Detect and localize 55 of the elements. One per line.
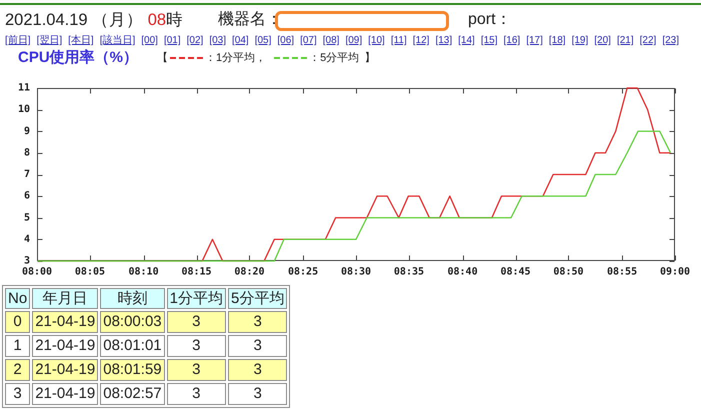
x-tick-label: 08:25	[288, 266, 318, 278]
text: 3	[192, 361, 200, 378]
x-tick-label: 08:20	[234, 266, 265, 278]
x-tick-label: 08:45	[500, 266, 531, 278]
chart-title: CPU使用率（%）	[18, 49, 138, 67]
text: [前日] [翌日] [本日] [該当日] [00] [01] [02] [03] [04] [05] [06] [07] [08] [09] [10] [11] [12] [13] [14] [15] [16] [17] [18] [19] [20] [21] [22] [23]	[5, 35, 679, 46]
text: 【	[157, 52, 168, 64]
x-tick-label: 09:00	[660, 266, 690, 278]
legend-label: 5分平均	[320, 52, 360, 64]
y-tick-label: 1	[13, 337, 22, 354]
y-tick-label: 10	[18, 104, 30, 116]
y-tick-label: 6	[24, 190, 30, 202]
text: 機器名：	[218, 11, 282, 29]
text: 21-04-19	[35, 385, 96, 402]
y-tick-label: 3	[13, 385, 22, 402]
text: ：	[205, 52, 216, 64]
x-tick-label: 08:00	[22, 266, 52, 278]
y-tick-label: 8	[24, 147, 30, 158]
y-tick-label: 3	[24, 256, 30, 267]
y-tick-label: 0	[13, 313, 22, 330]
x-tick-label: 年月日	[32, 288, 98, 309]
y-axis-title: No	[5, 288, 30, 309]
x-tick-label: 08:05	[74, 266, 106, 278]
y-tick-label: 2	[13, 361, 22, 378]
text: 3	[253, 313, 262, 330]
x-tick-label: 08:10	[128, 266, 159, 278]
text: 3	[253, 337, 262, 354]
text: 】	[364, 52, 376, 64]
text: ：	[309, 52, 320, 64]
x-tick-label: 08:30	[340, 266, 372, 278]
y-tick-label: 11	[18, 82, 30, 94]
y-tick-label: 9	[24, 126, 30, 137]
text: 3	[192, 337, 200, 354]
text: 08:01:01	[103, 337, 162, 354]
text: 2021.04.19 （月） 08時	[5, 11, 184, 30]
y-tick-label: 5	[24, 212, 30, 224]
text: 3	[192, 385, 200, 402]
text: 08:02:57	[103, 385, 162, 402]
text: port：	[468, 11, 512, 29]
y-tick-label: 4	[24, 234, 30, 245]
x-tick-label: 1分平均	[166, 288, 226, 309]
category-label: 3	[253, 385, 262, 402]
x-tick-label: 08:15	[181, 266, 212, 278]
x-tick-label: 08:55	[606, 266, 638, 278]
x-tick-label: 5分平均	[228, 288, 288, 309]
text: 21-04-19	[35, 337, 96, 354]
legend-label: 1分平均	[216, 52, 256, 64]
x-tick-label: 08:35	[394, 266, 424, 278]
text: 3	[253, 361, 262, 378]
x-tick-label: 08:40	[447, 266, 478, 278]
y-tick-label: 7	[24, 169, 30, 180]
text: 3	[192, 313, 200, 330]
text: ，	[255, 52, 266, 64]
x-tick-label: 08:50	[553, 266, 584, 278]
x-tick-label: 時刻	[100, 288, 165, 309]
